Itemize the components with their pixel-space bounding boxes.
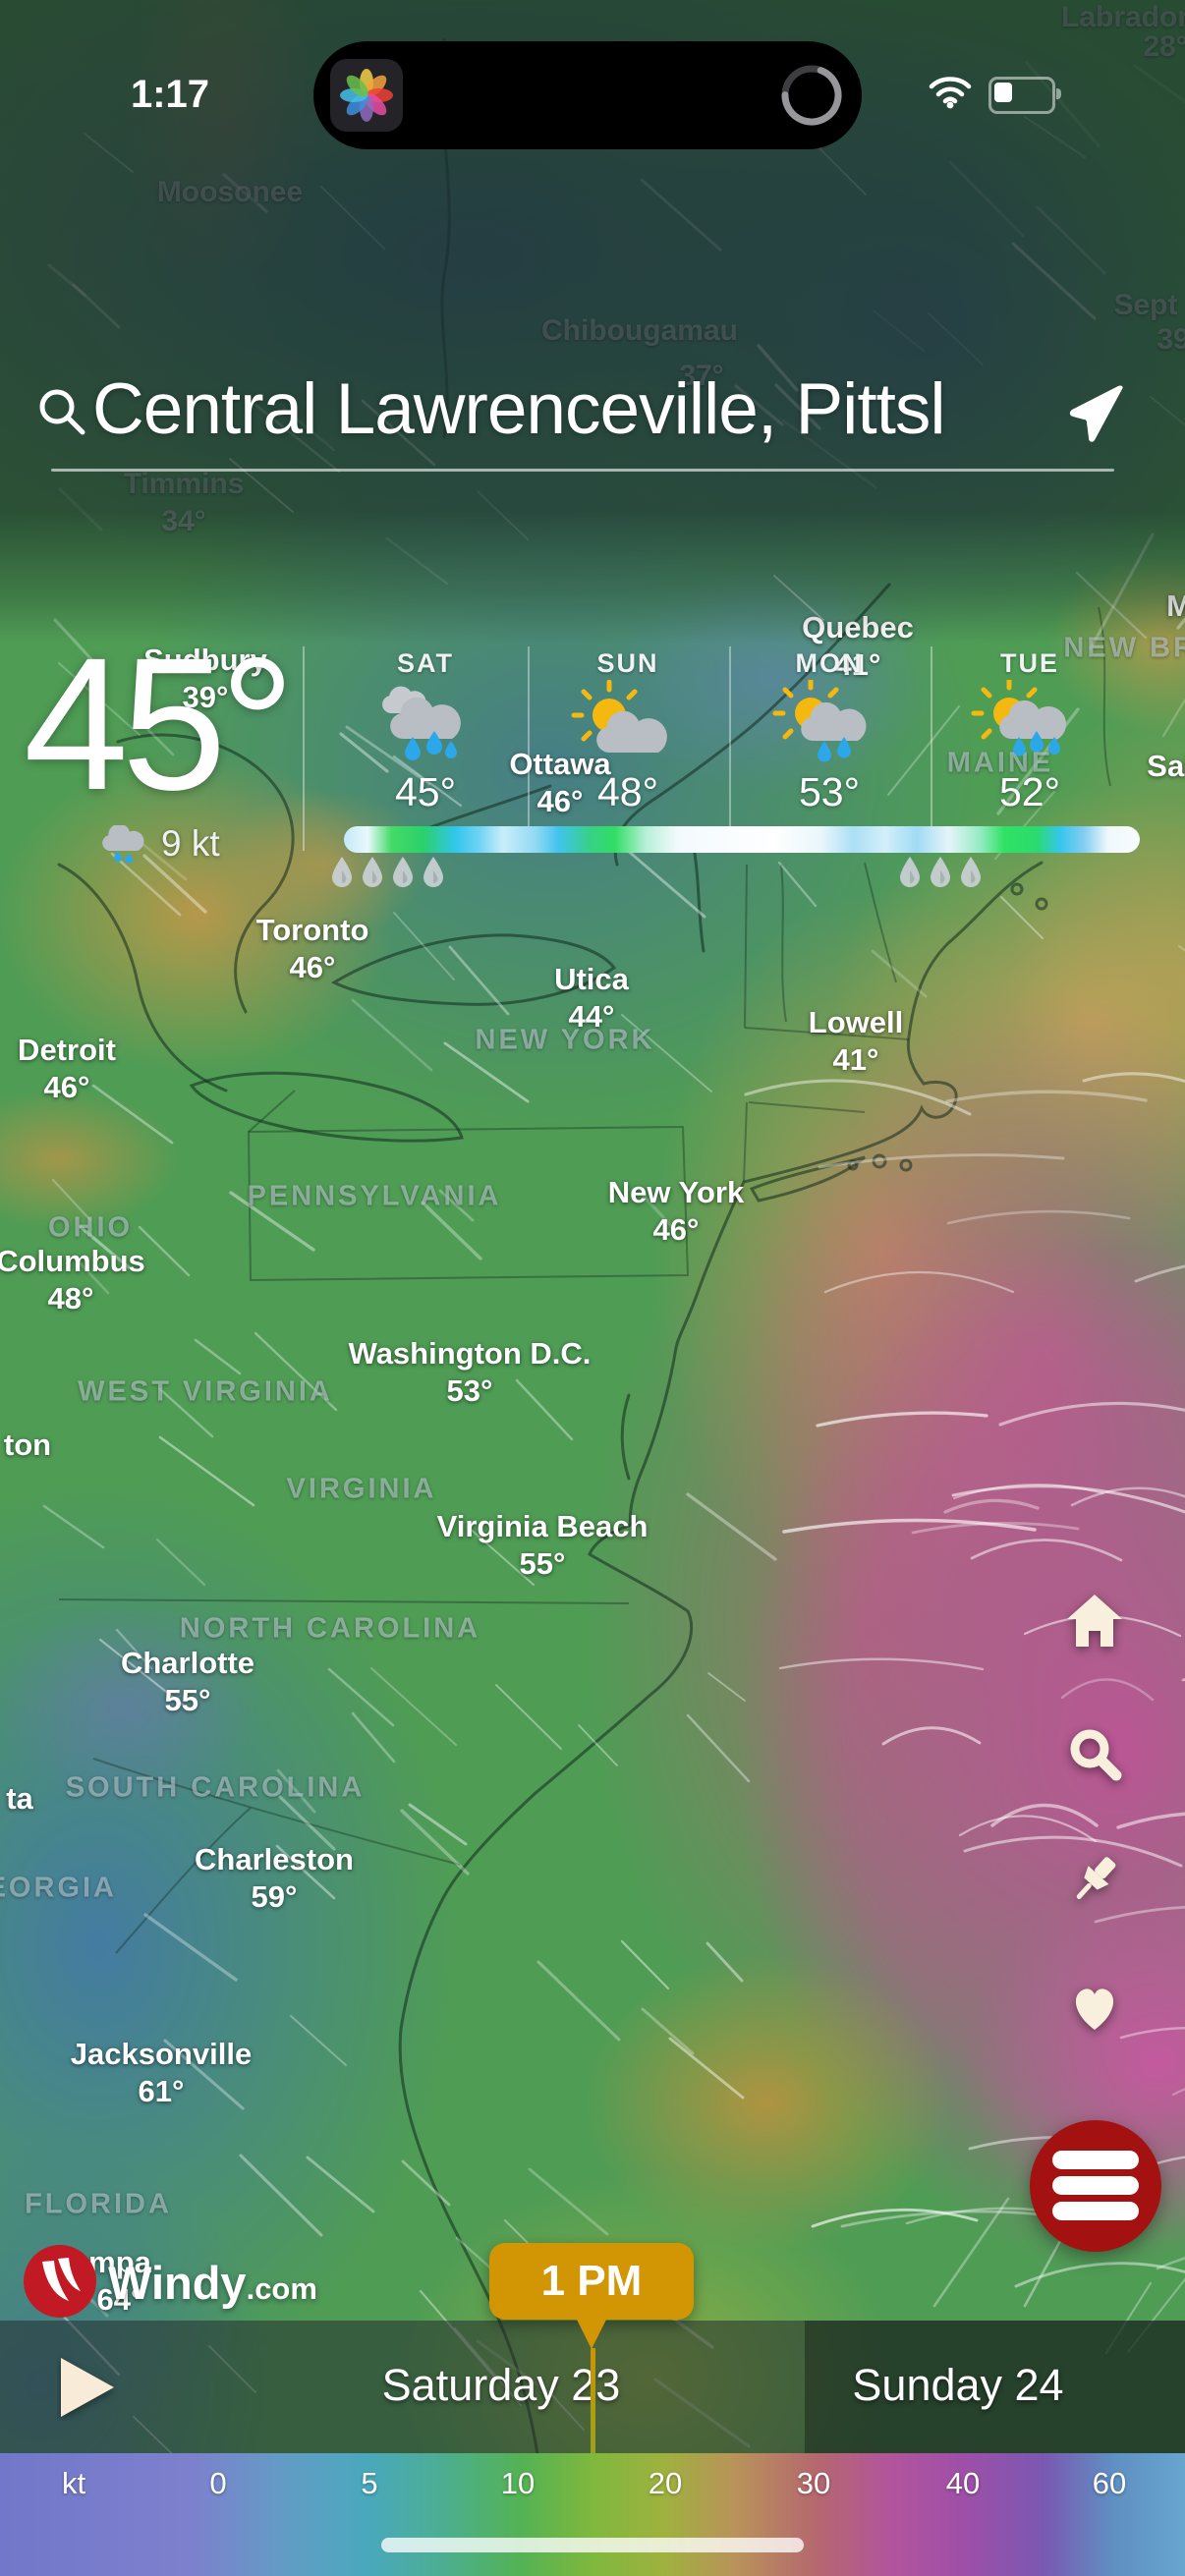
map-city-label: Sain [1147,749,1185,784]
time-cursor-line[interactable] [591,2348,595,2453]
rain-drop-icon [929,857,952,888]
map-city-label: Ottawa 46° [509,747,611,818]
map-city-label: Columbus 48° [0,1244,145,1316]
forecast-divider [528,646,530,851]
scale-tick-label: 20 [648,2466,683,2500]
windy-logo-icon [24,2245,96,2318]
map-city-label: Charleston 59° [195,1842,354,1914]
play-button[interactable] [57,2354,118,2421]
map-state-label: SOUTH CAROLINA [65,1771,366,1804]
map-city-label: Washington D.C. 53° [348,1336,592,1408]
forecast-divider [931,646,932,851]
rain-drop-icon [361,857,384,888]
map-city-label: Jacksonville 61° [70,2037,253,2108]
windy-wordmark: Windy.com [108,2257,317,2309]
home-indicator[interactable] [381,2538,804,2552]
map-search-button[interactable] [1063,1722,1126,1785]
rain-drop-icon [391,857,415,888]
status-bar: 1:17 [0,0,1185,157]
forecast-divider [729,646,731,851]
search-underline [51,469,1114,472]
locate-arrow-icon[interactable] [1065,381,1130,446]
scale-tick-label: 40 [945,2466,981,2500]
rain-drop-icon [330,857,354,888]
map-city-label: Detroit 46° [18,1033,116,1104]
map-city-label: ton [3,1428,52,1463]
rain-drop-icon [898,857,922,888]
dynamic-island [313,41,862,149]
day-temp-sat: 45° [394,769,456,814]
day-temp-mon: 53° [798,769,860,814]
rain-cloud-small-icon [102,825,144,863]
map-city-label: Charlotte 55° [120,1646,255,1717]
map-state-label: WEST VIRGINIA [78,1375,333,1408]
battery-icon [988,77,1061,114]
map-state-label: PENNSYLVANIA [247,1180,502,1212]
map-state-label: NEW YORK [475,1024,655,1056]
current-wind-row: 9 kt [98,823,220,865]
weather-icon-sun-cloud-rain [931,680,1128,778]
wifi-icon [929,77,972,109]
weather-icon-sun-cloud [530,680,726,778]
hourly-wind-color-strip[interactable] [344,826,1140,853]
scale-tick-label: 10 [500,2466,536,2500]
map-city-label: Utica 44° [554,962,629,1034]
scale-tick-label: 60 [1092,2466,1127,2500]
current-temperature: 45° [24,618,295,829]
home-button[interactable] [1063,1590,1126,1652]
menu-button[interactable] [1030,2120,1161,2252]
forecast-panel[interactable]: 45° 9 kt SAT 45° SUN [0,305,1185,887]
search-bar[interactable]: Central Lawrenceville, Pittsl [0,185,1185,472]
rain-drop-icon [422,857,445,888]
map-state-label: NORTH CAROLINA [179,1612,481,1645]
map-city-label: Toronto 46° [255,913,369,984]
map-state-label: OHIO [47,1211,134,1244]
time-tooltip-label: 1 PM [540,2257,643,2305]
day-label-sun: SUN [596,648,659,678]
wind-speed-legend[interactable]: kt 0 5 10 20 30 40 60 [0,2453,1185,2576]
forecast-divider [303,646,305,851]
map-city-label: New York 46° [607,1175,745,1247]
map-city-label: Lowell 41° [808,1005,904,1077]
scale-tick-label: kt [61,2466,86,2500]
weather-icon-sun-cloud-rain [731,680,928,778]
scale-tick-label: 0 [209,2466,227,2500]
map-state-label: GEORGIA [0,1872,117,1904]
day-label-mon: MON [795,648,864,678]
scale-tick-label: 30 [796,2466,831,2500]
map-city-label: mpa 64° [88,2245,151,2317]
search-input[interactable]: Central Lawrenceville, Pittsl [92,373,946,445]
favorites-heart-button[interactable] [1063,1975,1126,2038]
day-temp-tue: 52° [998,769,1060,814]
weather-icon-clouds-rain [327,680,524,778]
day-label-sat: SAT [397,648,454,678]
map-city-label: Virginia Beach 55° [436,1509,649,1581]
map-state-label: VIRGINIA [286,1473,437,1505]
map-city-label: ta [6,1781,33,1817]
scale-tick-label: 5 [361,2466,378,2500]
map-state-label: MAINE [946,747,1054,779]
map-city-label: Sudbury 39° [143,643,267,714]
day-temp-sun: 48° [596,769,658,814]
time-tooltip[interactable]: 1 PM [489,2243,694,2320]
photos-app-icon [330,59,403,132]
clock: 1:17 [130,73,210,116]
pin-button[interactable] [1063,1848,1126,1911]
search-icon [39,389,85,435]
rain-drop-icon [959,857,983,888]
current-wind-speed: 9 kt [161,823,220,864]
map-state-label: FLORIDA [25,2188,172,2220]
timeline-day-sunday[interactable]: Sunday 24 [852,2360,1064,2410]
timeline-day-saturday[interactable]: Saturday 23 [381,2360,621,2410]
activity-ring-icon [781,65,842,126]
sunday-section-shade [805,2321,1185,2453]
day-label-tue: TUE [1000,648,1059,678]
